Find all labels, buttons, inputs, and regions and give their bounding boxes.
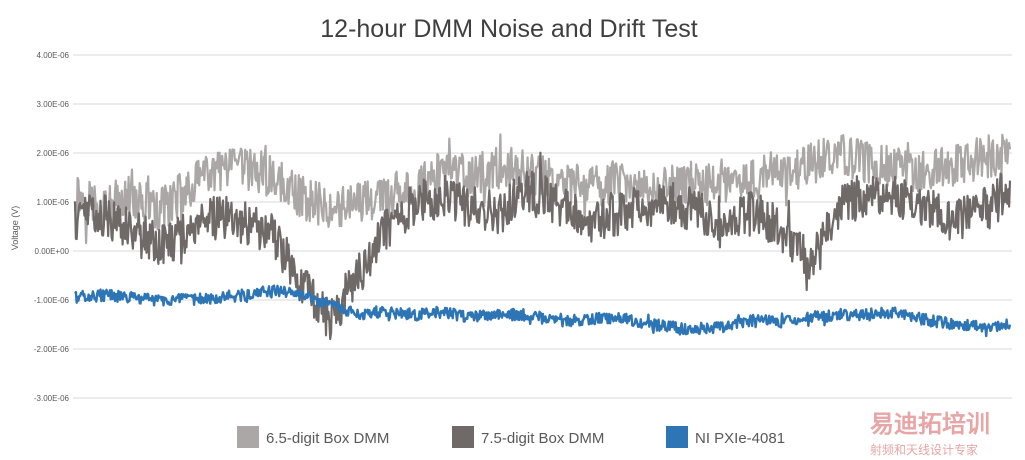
series-line [73, 151, 1012, 341]
y-tick-label: 1.00E-06 [37, 198, 70, 207]
y-tick-label: 3.00E-06 [37, 100, 70, 109]
legend-item[interactable]: 6.5-digit Box DMM [237, 426, 389, 448]
y-axis-label: Voltage (V) [10, 206, 20, 251]
y-tick-label: -1.00E-06 [34, 296, 70, 305]
y-tick-labels: 4.00E-06 3.00E-06 2.00E-06 1.00E-06 0.00E+00… [34, 51, 70, 403]
legend-item[interactable]: 7.5-digit Box DMM [452, 426, 604, 448]
watermark: 易迪拓培训 射频和天线设计专家 [870, 410, 990, 457]
watermark-line1: 易迪拓培训 [870, 410, 990, 438]
y-tick-label: -3.00E-06 [34, 394, 70, 403]
y-tick-label: 0.00E+00 [35, 247, 70, 256]
y-tick-label: 2.00E-06 [37, 149, 70, 158]
watermark-line2: 射频和天线设计专家 [870, 442, 978, 457]
y-tick-label: -2.00E-06 [34, 345, 70, 354]
chart-title: 12-hour DMM Noise and Drift Test [320, 15, 698, 43]
series-layer [73, 133, 1012, 341]
y-tick-label: 4.00E-06 [37, 51, 70, 60]
series-line [73, 284, 1012, 338]
legend-label: NI PXIe-4081 [695, 430, 785, 447]
legend-swatch [452, 426, 474, 448]
series-line [73, 133, 1012, 245]
legend-label: 7.5-digit Box DMM [481, 430, 604, 447]
legend[interactable]: 6.5-digit Box DMM 7.5-digit Box DMM NI PXI… [237, 426, 785, 448]
legend-label: 6.5-digit Box DMM [266, 430, 389, 447]
legend-swatch [237, 426, 259, 448]
legend-swatch [666, 426, 688, 448]
legend-item[interactable]: NI PXIe-4081 [666, 426, 785, 448]
